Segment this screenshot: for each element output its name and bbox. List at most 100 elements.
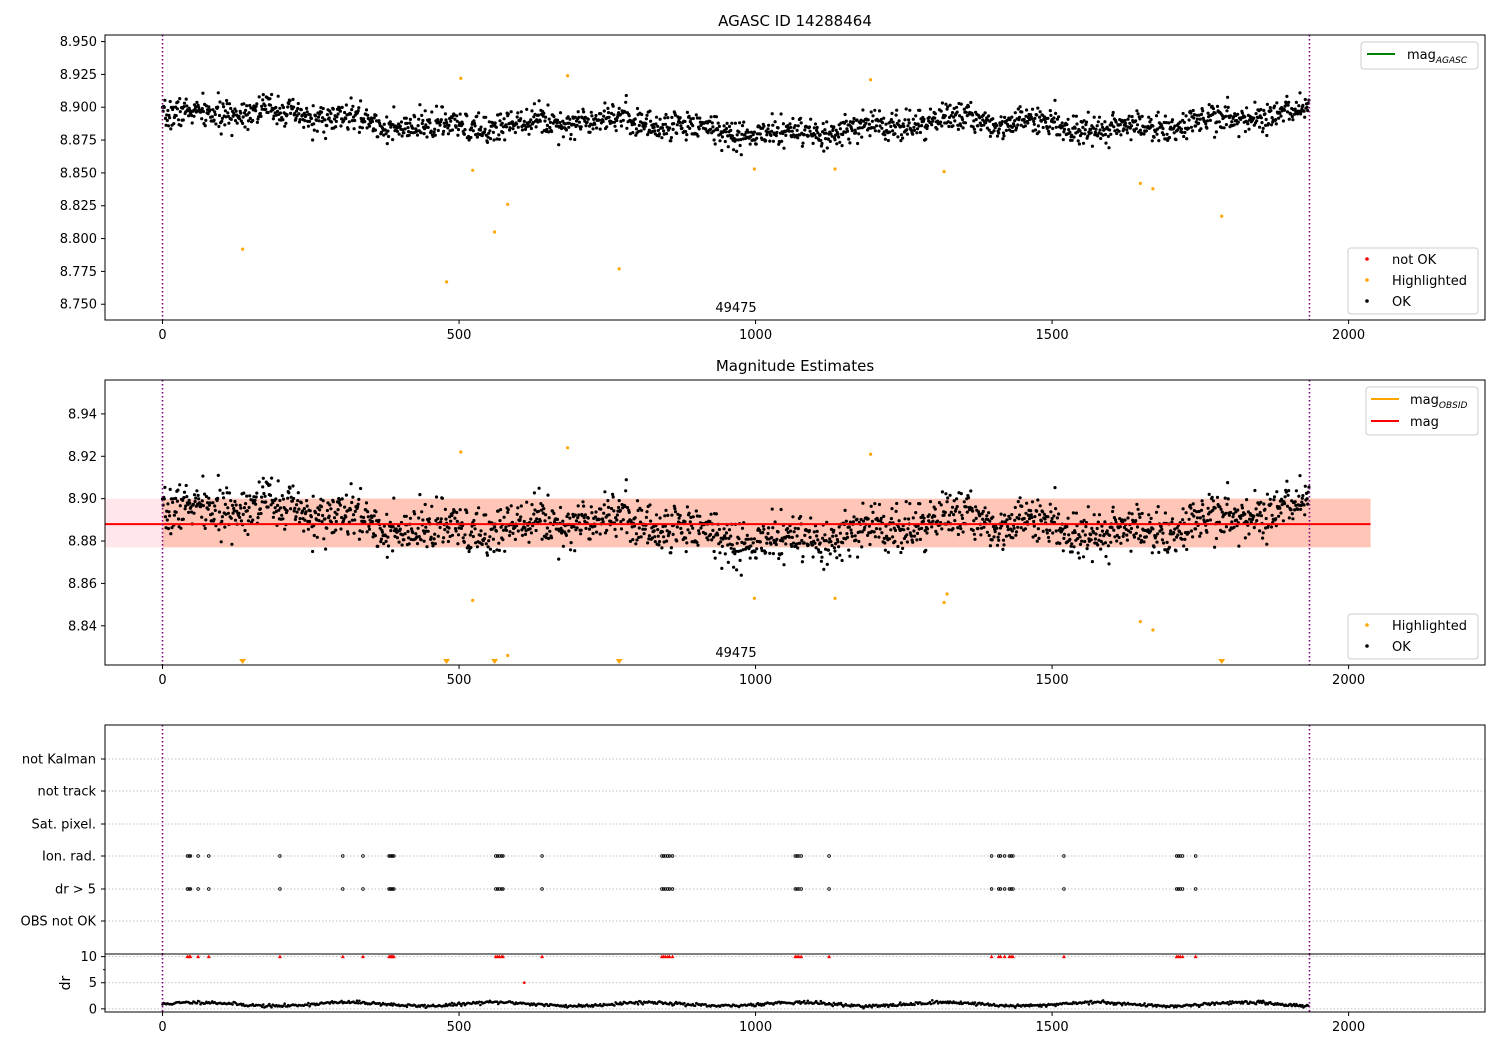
ok-point [1140, 131, 1144, 135]
ok-point [424, 123, 428, 127]
ok-point [951, 124, 955, 128]
ok-point [359, 486, 363, 491]
ok-point [470, 524, 474, 528]
ok-point [344, 103, 348, 107]
ok-point [825, 562, 829, 567]
flag-marker [494, 854, 498, 858]
ok-point [943, 510, 947, 514]
ok-point [358, 529, 362, 533]
ok-point [208, 108, 212, 112]
ok-point [1262, 502, 1266, 506]
ok-point [577, 513, 581, 517]
ok-point [469, 126, 474, 130]
ok-point [1217, 520, 1221, 524]
ok-point [442, 129, 446, 133]
ok-point [979, 526, 984, 530]
ok-point [1100, 524, 1104, 528]
ok-point [1214, 130, 1218, 134]
ok-point [1180, 537, 1184, 541]
ok-point [1138, 117, 1142, 121]
ok-point [1070, 138, 1074, 142]
ok-point [192, 511, 196, 515]
ok-point [495, 137, 499, 141]
ok-point [1024, 511, 1028, 515]
ok-point [232, 113, 236, 117]
ok-point [1174, 549, 1178, 553]
ok-point [1247, 127, 1251, 131]
ok-point [178, 97, 182, 101]
ok-point [241, 121, 245, 125]
ok-point [207, 503, 211, 507]
ok-point [241, 512, 245, 517]
off-axis-marker [491, 659, 499, 664]
ok-point [639, 129, 643, 133]
ok-point [474, 133, 478, 137]
ok-point [1045, 531, 1049, 535]
ok-point [1058, 541, 1062, 546]
ok-point [1097, 131, 1101, 135]
ok-point [880, 531, 884, 535]
ok-point [452, 113, 456, 117]
ok-point [270, 498, 274, 502]
flag-marker [341, 854, 345, 858]
ok-point [487, 539, 491, 543]
ok-point [442, 536, 446, 540]
ok-point [877, 535, 881, 539]
ok-point [1259, 116, 1263, 120]
ok-point [1201, 514, 1205, 518]
dr-point [241, 1002, 245, 1006]
ok-point [393, 129, 397, 133]
ok-point [878, 527, 882, 531]
ok-point [1025, 501, 1029, 505]
ok-point [767, 130, 771, 134]
highlighted-point [566, 446, 570, 450]
ok-point [642, 127, 646, 131]
ok-point [621, 518, 625, 522]
legend-line-label: magAGASC [1407, 48, 1468, 66]
ok-point [915, 538, 919, 542]
flag-marker [666, 854, 670, 858]
ok-point [1135, 502, 1139, 506]
flag-marker [795, 854, 799, 858]
ok-point [660, 136, 664, 140]
ok-point [501, 538, 505, 542]
ok-point [955, 497, 959, 501]
ok-point [181, 498, 185, 502]
ok-point [697, 529, 701, 533]
ok-point [254, 495, 258, 499]
ok-point [981, 113, 985, 117]
ok-point [1041, 510, 1045, 514]
ok-point [768, 551, 772, 555]
ok-point [934, 529, 938, 534]
ok-point [1198, 117, 1202, 121]
ok-point [548, 125, 552, 130]
ok-point [1293, 500, 1297, 504]
ok-point [206, 112, 210, 116]
ok-point [1006, 124, 1010, 128]
dr-point [798, 1000, 801, 1003]
ok-point [184, 504, 188, 508]
ok-point [955, 110, 959, 114]
panel-estimates-title: Magnitude Estimates [716, 357, 874, 375]
ok-point [529, 118, 533, 122]
ok-point [867, 524, 872, 528]
ok-point [607, 115, 611, 119]
ok-point [383, 128, 388, 132]
ok-point [904, 107, 908, 111]
ok-point [1182, 544, 1186, 548]
ok-point [634, 542, 638, 546]
ok-point [861, 501, 865, 505]
ok-point [1284, 490, 1288, 494]
ok-point [790, 544, 794, 549]
ok-point [178, 110, 182, 114]
ok-point [836, 132, 840, 136]
ok-point [801, 141, 805, 145]
ok-point [206, 507, 210, 511]
dr-point [356, 1001, 360, 1005]
ok-point [416, 124, 420, 128]
ok-point [376, 135, 380, 139]
ok-point [670, 115, 674, 119]
ok-point [367, 124, 372, 128]
ok-point [599, 507, 603, 511]
ok-point [471, 129, 475, 133]
